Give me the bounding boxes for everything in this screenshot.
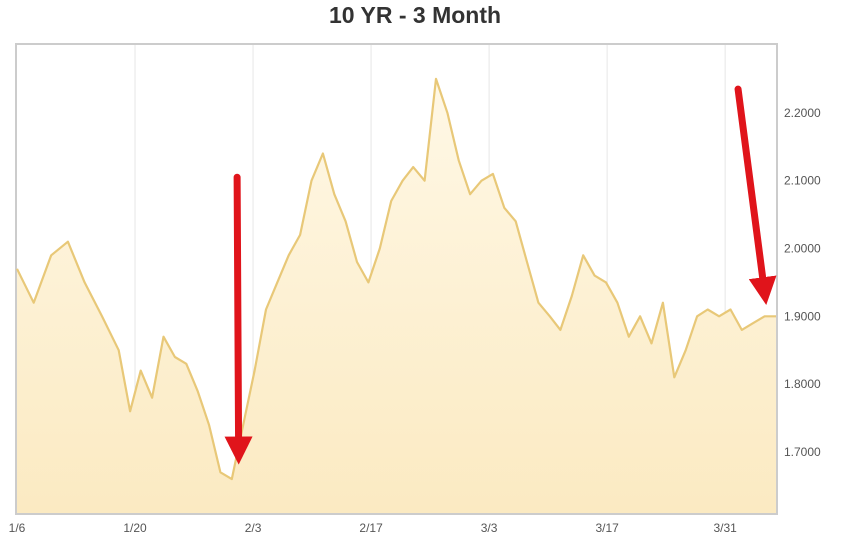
x-tick-label: 3/31 <box>713 521 737 535</box>
annotation-arrow-2 <box>734 85 777 306</box>
y-tick-label: 2.0000 <box>784 241 821 255</box>
y-tick-label: 2.1000 <box>784 174 821 188</box>
y-tick-label: 1.7000 <box>784 445 821 459</box>
x-tick-label: 1/20 <box>123 521 147 535</box>
x-tick-label: 3/17 <box>595 521 619 535</box>
x-tick-label: 3/3 <box>481 521 498 535</box>
x-tick-label: 2/17 <box>359 521 383 535</box>
area-fill <box>17 78 776 514</box>
y-tick-label: 1.8000 <box>784 377 821 391</box>
y-tick-label: 2.2000 <box>784 106 821 120</box>
annotation-arrow-1 <box>224 173 253 465</box>
annotation-arrows <box>224 85 777 465</box>
x-tick-label: 2/3 <box>245 521 262 535</box>
x-axis-ticks: 1/6 1/20 2/3 2/17 3/3 3/17 3/31 <box>9 521 737 535</box>
y-axis-ticks: 1.7000 1.8000 1.9000 2.0000 2.1000 2.2000 <box>784 106 821 459</box>
x-tick-label: 1/6 <box>9 521 26 535</box>
chart-title: 10 YR - 3 Month <box>328 2 502 28</box>
y-tick-label: 1.9000 <box>784 309 821 323</box>
series-line <box>16 77 776 481</box>
